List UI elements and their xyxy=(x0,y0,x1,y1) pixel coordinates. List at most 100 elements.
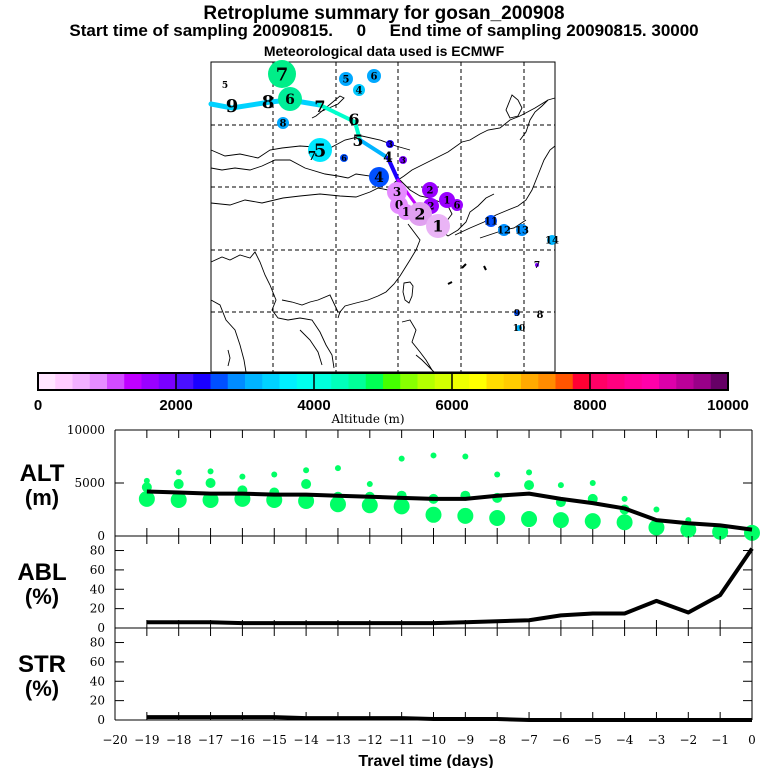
colorbar-swatch xyxy=(469,373,488,390)
colorbar-swatch xyxy=(693,373,712,390)
x-tick-label: −18 xyxy=(166,733,191,747)
panel-unit-label: (%) xyxy=(25,584,59,609)
cluster-label: 1 xyxy=(444,196,451,207)
x-tick-label: −9 xyxy=(456,733,474,747)
cluster-label: 5 xyxy=(314,140,327,161)
cluster-label: 13 xyxy=(515,226,529,237)
colorbar-swatch xyxy=(38,373,56,390)
cluster-circle xyxy=(399,156,407,164)
cluster-circle xyxy=(369,167,389,187)
altitude-cluster-point xyxy=(425,506,442,523)
colorbar-swatch xyxy=(279,373,298,390)
y-tick-label: 40 xyxy=(90,582,105,596)
colorbar-swatch xyxy=(296,373,315,390)
colorbar-tick-label: 10000 xyxy=(707,397,749,414)
cluster-circle xyxy=(367,69,381,83)
cluster-circle xyxy=(277,117,289,129)
time-series-panels: 0500010000ALT(m)020406080ABL(%)020406080… xyxy=(17,423,760,747)
altitude-cluster-point xyxy=(393,498,410,515)
colorbar-swatch xyxy=(348,373,367,390)
cluster-circle xyxy=(535,263,539,267)
colorbar-swatch xyxy=(365,373,384,390)
cluster-circle xyxy=(451,199,463,211)
colorbar-swatch xyxy=(55,373,74,390)
met-data-note: Meteorological data used is ECMWF xyxy=(263,43,505,59)
colorbar-swatch xyxy=(538,373,557,390)
mean-altitude-line xyxy=(146,489,753,532)
altitude-cluster-point xyxy=(557,482,564,489)
path-day-label: 4 xyxy=(383,150,393,166)
altitude-cluster-point xyxy=(621,495,628,502)
altitude-cluster-point xyxy=(207,468,214,475)
panel-label: STR xyxy=(18,651,66,678)
colorbar-swatch xyxy=(486,373,505,390)
altitude-cluster-point xyxy=(271,471,278,478)
sampling-time-subtitle: Start time of sampling 20090815. 0 End t… xyxy=(69,21,699,40)
x-tick-label: −19 xyxy=(134,733,159,747)
x-tick-label: −6 xyxy=(552,733,570,747)
cluster-circle xyxy=(485,215,497,227)
cluster-label: 10 xyxy=(513,324,526,334)
colorbar-label: Altitude (m) xyxy=(330,412,404,426)
cluster-label: 7 xyxy=(534,261,540,271)
x-tick-label: −3 xyxy=(648,733,666,747)
x-tick-label: −16 xyxy=(230,733,255,747)
cluster-circle xyxy=(408,202,432,226)
altitude-cluster-point xyxy=(138,490,155,507)
altitude-cluster-point xyxy=(616,514,633,531)
y-tick-label: 60 xyxy=(90,563,105,577)
x-tick-label: 0 xyxy=(748,733,756,747)
cluster-label: 1 xyxy=(402,205,410,219)
cluster-circle xyxy=(439,192,455,208)
path-day-label: 7 xyxy=(314,97,325,116)
x-axis-label: Travel time (days) xyxy=(358,753,493,768)
cluster-label: 11 xyxy=(484,217,498,228)
path-day-label: 9 xyxy=(226,96,239,117)
altitude-cluster-point xyxy=(175,469,182,476)
cluster-label: 3 xyxy=(393,185,401,199)
x-tick-label: −2 xyxy=(679,733,697,747)
altitude-cluster-point xyxy=(521,511,538,528)
colorbar-swatch xyxy=(590,373,608,390)
coastlines xyxy=(210,94,556,373)
cluster-label: 5 xyxy=(343,75,350,86)
cluster-label: 8 xyxy=(280,119,287,130)
cluster-label: 2 xyxy=(428,202,435,213)
altitude-cluster-point xyxy=(457,507,474,524)
altitude-cluster-point xyxy=(680,521,697,538)
cluster-label: 9 xyxy=(514,309,520,319)
cluster-label: 4 xyxy=(374,170,384,186)
y-tick-label: 0 xyxy=(97,713,105,727)
colorbar-swatch xyxy=(607,373,626,390)
altitude-cluster-point xyxy=(489,509,506,526)
cluster-label: 6 xyxy=(341,153,347,163)
map-frame xyxy=(210,61,556,373)
panel-abl: 0 20 40 60 80 ABL(%) xyxy=(17,536,754,635)
x-tick-label: −1 xyxy=(711,733,729,747)
colorbar-swatch xyxy=(710,373,729,390)
y-tick-label: 0 xyxy=(97,621,105,635)
altitude-cluster-point xyxy=(552,512,569,529)
abl-line xyxy=(146,547,754,626)
cluster-label: 3 xyxy=(387,139,393,149)
panel-unit-label: (%) xyxy=(25,676,59,701)
cluster-circle xyxy=(426,214,450,238)
x-tick-label: −11 xyxy=(389,733,414,747)
colorbar-swatch xyxy=(521,373,539,390)
colorbar-swatch xyxy=(176,373,194,390)
cluster-label: 2 xyxy=(414,205,425,224)
cluster-label: 4 xyxy=(356,86,363,97)
y-tick-label: 10000 xyxy=(67,423,105,437)
x-tick-label: −13 xyxy=(325,733,350,747)
altitude-cluster-point xyxy=(298,493,315,510)
altitude-cluster-point xyxy=(526,469,533,476)
colorbar-swatch xyxy=(227,373,246,390)
colorbar-swatch xyxy=(572,373,591,390)
cluster-label: 6 xyxy=(454,201,461,212)
altitude-cluster-point xyxy=(205,478,216,488)
x-tick-label: −4 xyxy=(616,733,634,747)
altitude-cluster-point xyxy=(329,496,346,513)
cluster-circle xyxy=(422,182,438,198)
colorbar-frame xyxy=(37,372,729,391)
cluster-circle xyxy=(278,87,302,111)
